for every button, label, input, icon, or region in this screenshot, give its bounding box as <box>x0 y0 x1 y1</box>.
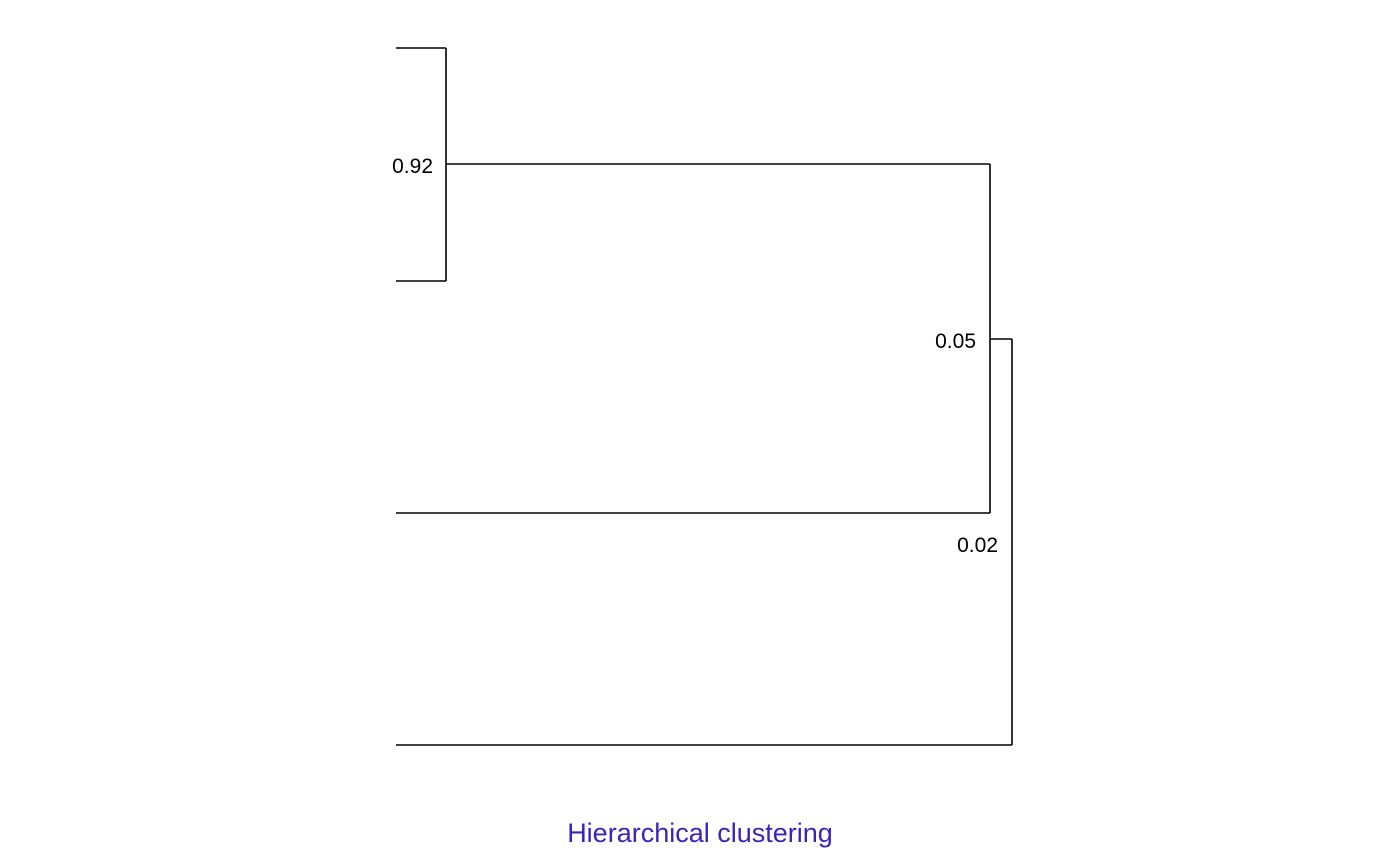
merge-m1-label: 0.92 <box>392 155 433 178</box>
dendrogram-branches <box>396 47 1013 746</box>
merge-m3-label: 0.02 <box>957 534 998 557</box>
figure-caption: Hierarchical clustering <box>567 818 833 848</box>
merge-m2-label: 0.05 <box>935 330 976 353</box>
node-labels: 0.92 0.05 0.02 <box>392 155 998 557</box>
